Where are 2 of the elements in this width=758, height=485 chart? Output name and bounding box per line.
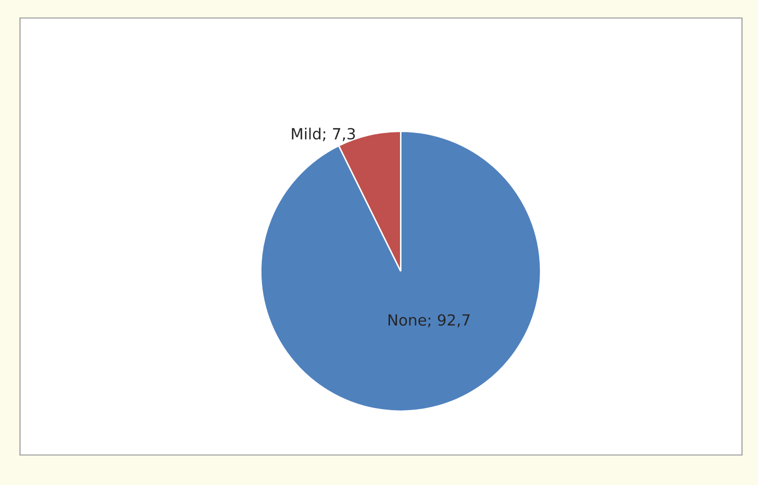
slice-label: Mild; 7,3 — [292, 128, 355, 142]
slice-label: None; 92,7 — [388, 314, 470, 328]
